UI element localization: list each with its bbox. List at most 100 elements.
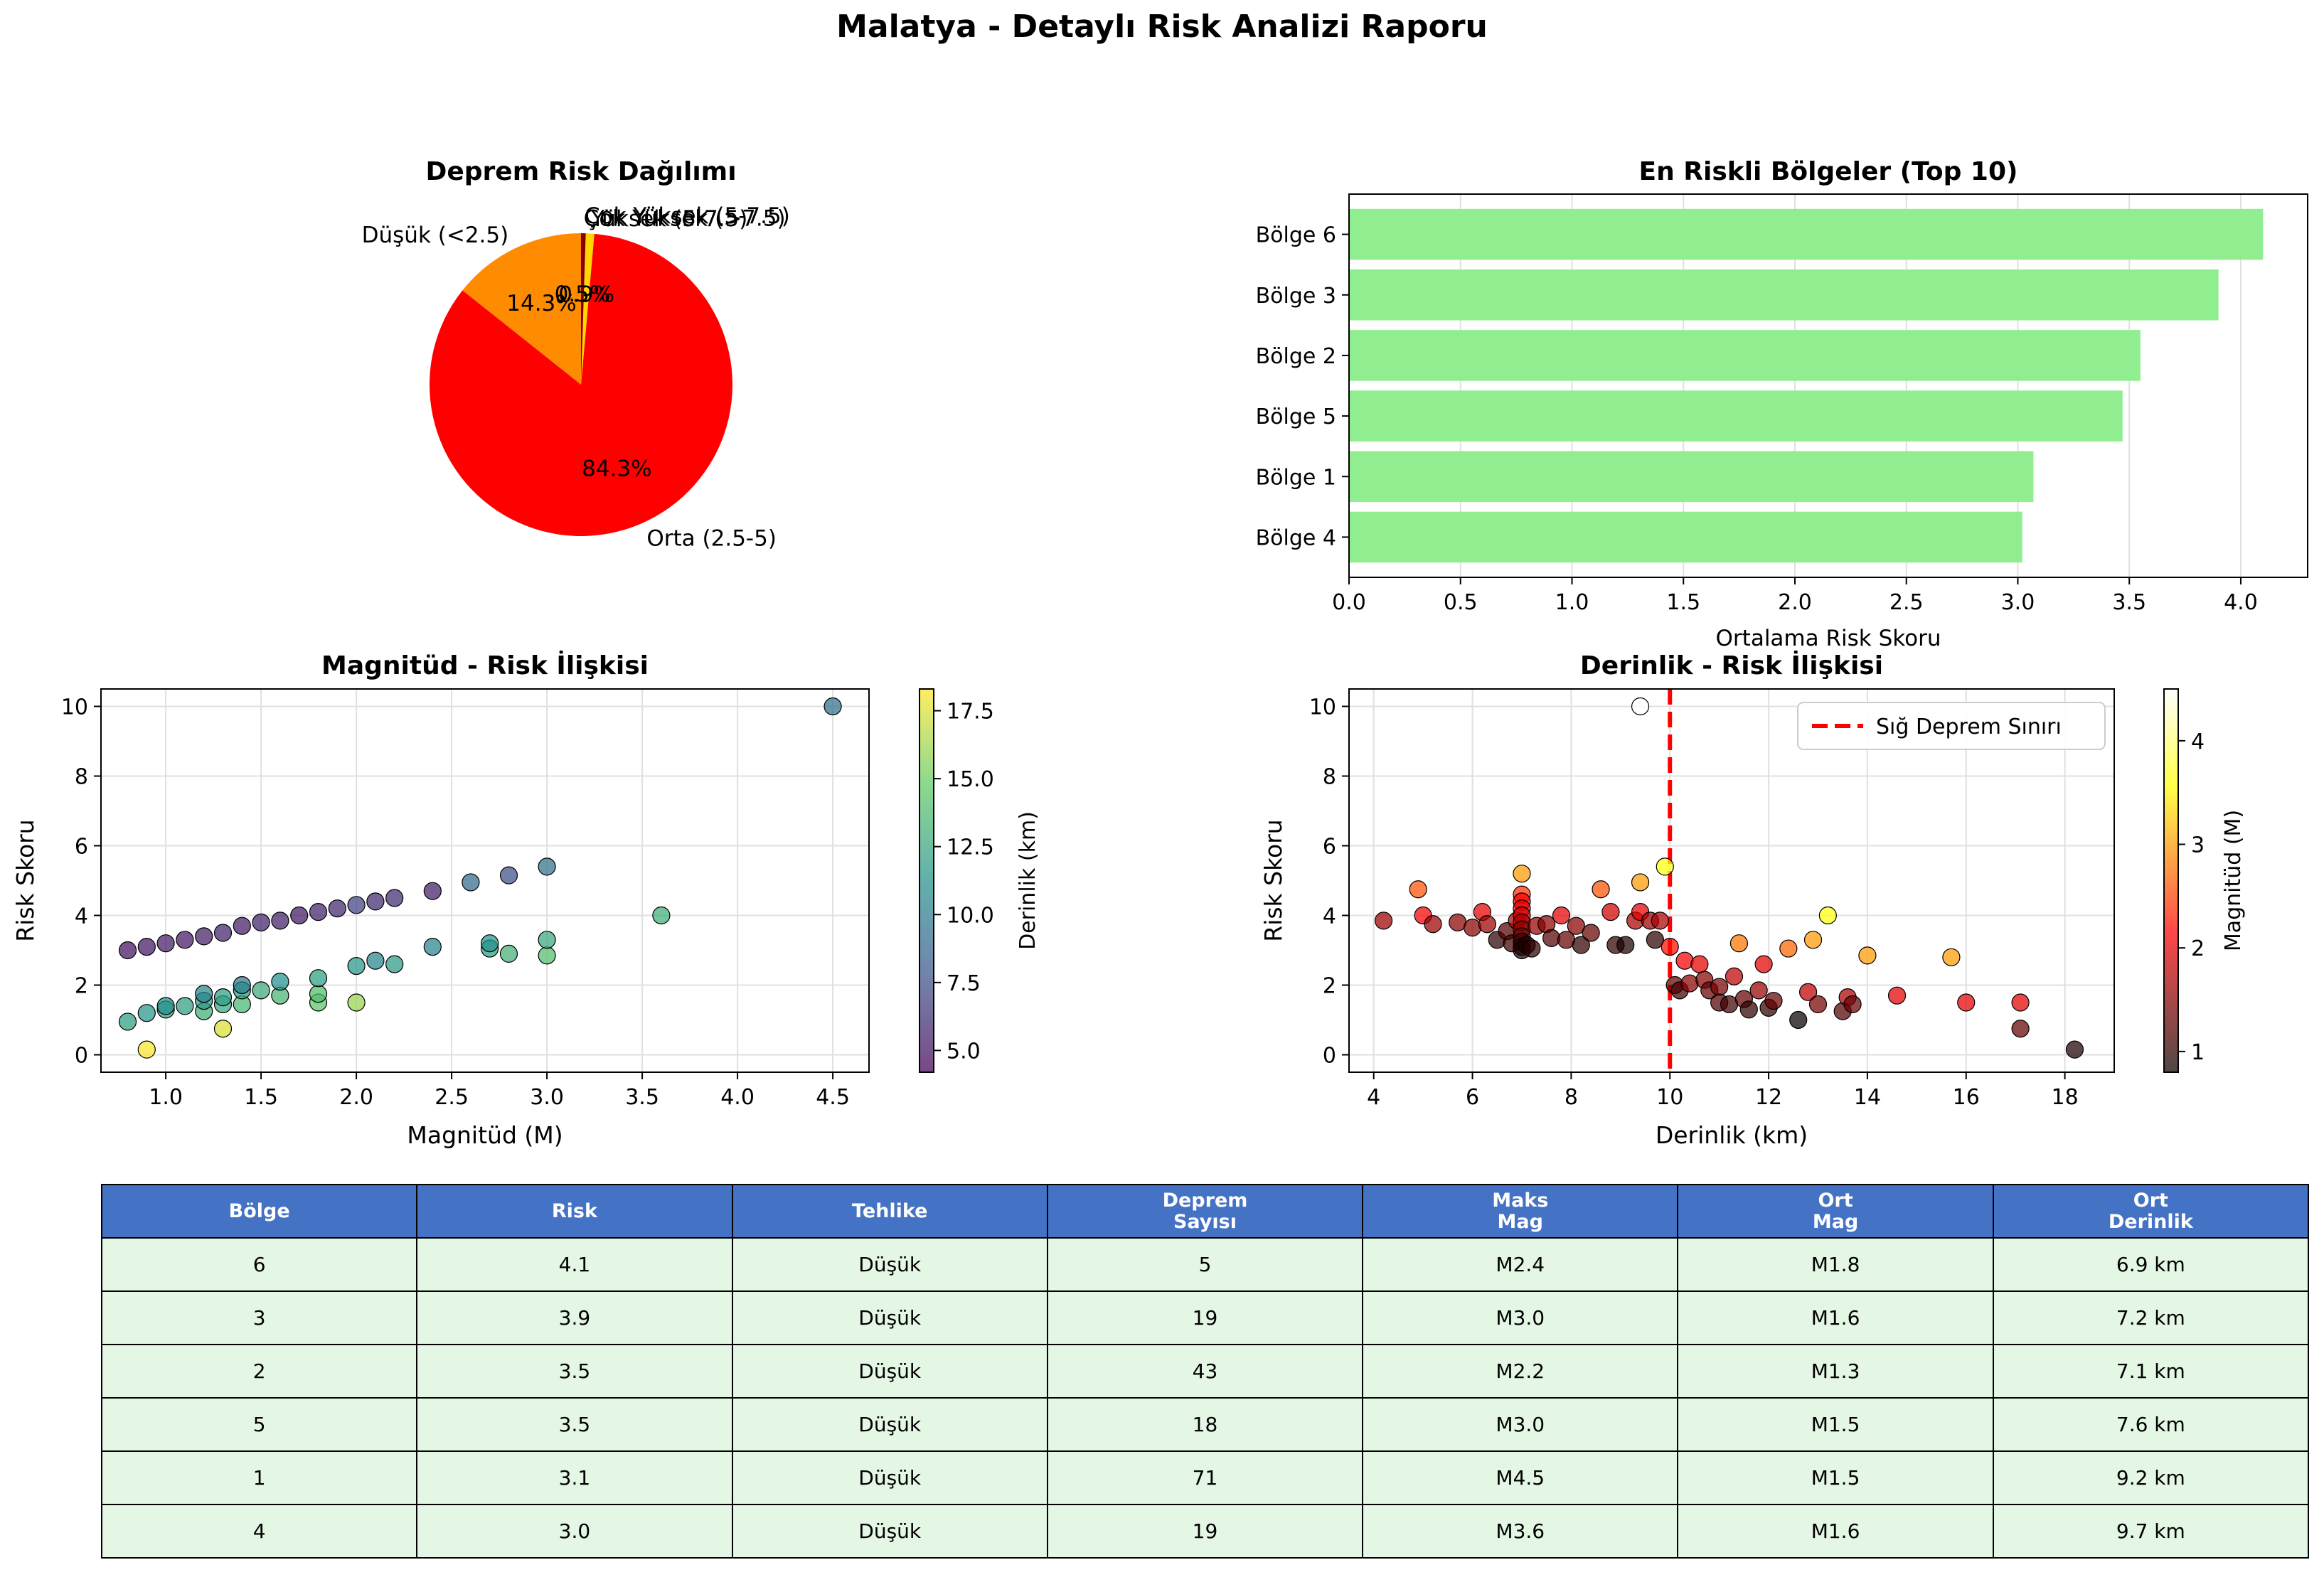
scatter-xtick-label: 3.5 bbox=[625, 1085, 659, 1110]
table-cell: M1.6 bbox=[1677, 1504, 1994, 1559]
legend-box bbox=[1797, 702, 2106, 750]
table-cell: M2.2 bbox=[1362, 1344, 1679, 1399]
scatter-ytick-label: 4 bbox=[75, 904, 88, 929]
table-cell: Düşük bbox=[731, 1344, 1048, 1399]
scatter-point bbox=[1601, 902, 1620, 921]
table-cell: 4.1 bbox=[416, 1237, 733, 1292]
scatter-point bbox=[118, 941, 137, 960]
scatter-point bbox=[347, 993, 366, 1012]
pie-pct-label: 0.9% bbox=[558, 282, 614, 307]
scatter-point bbox=[1651, 912, 1669, 930]
scatter-xtick-label: 3.0 bbox=[530, 1085, 564, 1110]
table-cell: M1.5 bbox=[1677, 1450, 1994, 1505]
pie-pct-label: 84.3% bbox=[582, 456, 651, 481]
scatter-point bbox=[271, 972, 289, 991]
scatter-point bbox=[366, 951, 385, 970]
scatter-point bbox=[1725, 967, 1744, 985]
table-row: 4 3.0 Düşük 19 M3.6 M1.6 9.7 km bbox=[100, 1504, 2310, 1559]
scatter-point bbox=[1656, 857, 1674, 876]
scatter-point bbox=[271, 912, 289, 930]
scatter-point bbox=[1572, 936, 1590, 954]
table-cell: M1.3 bbox=[1677, 1344, 1994, 1399]
scatter-point bbox=[176, 997, 194, 1015]
scatter-point bbox=[1818, 906, 1837, 925]
scatter-point bbox=[309, 969, 328, 988]
bar-xtick-label: 3.0 bbox=[2001, 590, 2035, 615]
table-cell: 5 bbox=[100, 1397, 418, 1452]
pie-label: Çok Yüksek (5-7.5) bbox=[585, 203, 790, 229]
scatter-point bbox=[1542, 929, 1561, 947]
bar-xtick-label: 3.5 bbox=[2112, 590, 2146, 615]
scatter-point bbox=[1582, 924, 1600, 942]
table-cell: Düşük bbox=[731, 1504, 1048, 1559]
pie-label: Yüksek (5-7.5) bbox=[590, 206, 747, 232]
colorbar-tick-label: 10.0 bbox=[947, 903, 994, 928]
scatter-point bbox=[137, 937, 156, 956]
scatter-ytick-label: 8 bbox=[75, 765, 88, 790]
scatter-point bbox=[538, 931, 556, 949]
table-cell: M3.0 bbox=[1362, 1397, 1679, 1452]
table-cell: 19 bbox=[1046, 1504, 1364, 1559]
table-row: 2 3.5 Düşük 43 M2.2 M1.3 7.1 km bbox=[100, 1344, 2310, 1399]
scatter-point bbox=[423, 937, 442, 956]
table-cell: 7.2 km bbox=[1992, 1290, 2310, 1345]
bar-category-label: Bölge 3 bbox=[1256, 284, 1336, 309]
scatter-point bbox=[156, 997, 175, 1015]
scatter-point bbox=[1523, 939, 1541, 958]
table-header-cell: Ort Derinlik bbox=[1992, 1184, 2310, 1239]
table-cell: 3.9 bbox=[416, 1290, 733, 1345]
table-header-cell: Risk bbox=[416, 1184, 733, 1239]
scatter-ytick-label: 4 bbox=[1323, 904, 1336, 929]
colorbar-tick-label: 5.0 bbox=[947, 1039, 981, 1064]
table-cell: 9.7 km bbox=[1992, 1504, 2310, 1559]
scatter-point bbox=[1690, 955, 1709, 973]
scatter-point bbox=[1424, 915, 1442, 934]
table-cell: Düşük bbox=[731, 1450, 1048, 1505]
scatter-point bbox=[1739, 1000, 1758, 1019]
colorbar-tick-label: 4 bbox=[2191, 729, 2205, 754]
scatter-point bbox=[213, 1020, 233, 1038]
scatter-point bbox=[1957, 993, 1976, 1012]
scatter-xtick-label: 2.0 bbox=[339, 1085, 373, 1110]
table-header-cell: Tehlike bbox=[731, 1184, 1048, 1239]
table-header-row: Bölge Risk Tehlike Deprem Sayısı Maks Mag Ort… bbox=[100, 1184, 2310, 1239]
table-cell: 5 bbox=[1046, 1237, 1364, 1292]
scatter-point bbox=[309, 902, 328, 921]
bar-xtick-label: 1.0 bbox=[1555, 590, 1589, 615]
scatter-point bbox=[195, 985, 213, 1003]
scatter-ytick-label: 6 bbox=[75, 835, 88, 860]
bar-xtick-label: 0.0 bbox=[1332, 590, 1366, 615]
scatter-point bbox=[538, 946, 556, 965]
bar-xtick-label: 0.5 bbox=[1444, 590, 1478, 615]
scatter-point bbox=[1463, 919, 1482, 937]
scatter-point bbox=[1764, 991, 1783, 1010]
table-cell: 18 bbox=[1046, 1397, 1364, 1452]
colorbar bbox=[2163, 688, 2179, 1073]
scatter-point bbox=[233, 976, 251, 995]
pie-slice bbox=[430, 233, 732, 537]
pie-slice bbox=[581, 233, 595, 385]
colorbar-tick-label: 7.5 bbox=[947, 971, 981, 996]
scatter-point bbox=[1631, 873, 1650, 892]
scatter-xtick-label: 10 bbox=[1656, 1085, 1683, 1110]
table-header-cell: Maks Mag bbox=[1362, 1184, 1679, 1239]
bar-frame bbox=[1348, 193, 2308, 578]
scatter-point bbox=[309, 985, 328, 1003]
table-cell: 43 bbox=[1046, 1344, 1364, 1399]
scatter-point bbox=[1779, 939, 1798, 958]
scatter-point bbox=[328, 899, 346, 918]
colorbar-label: Magnitüd (M) bbox=[2221, 810, 2246, 951]
table-cell: 7.1 km bbox=[1992, 1344, 2310, 1399]
region-risk-table: Bölge Risk Tehlike Deprem Sayısı Maks Mag Ort… bbox=[100, 1184, 2310, 1559]
pie-label: Orta (2.5-5) bbox=[646, 525, 777, 551]
colorbar-tick-label: 17.5 bbox=[947, 700, 994, 725]
colorbar-tick-label: 2 bbox=[2191, 936, 2205, 961]
scatter-ytick-label: 0 bbox=[1323, 1044, 1336, 1069]
table-cell: 6.9 km bbox=[1992, 1237, 2310, 1292]
pie-label: Düşük (<2.5) bbox=[362, 223, 509, 248]
scatter-ylabel: Risk Skoru bbox=[1259, 819, 1287, 941]
table-cell: 3.1 bbox=[416, 1450, 733, 1505]
scatter-point bbox=[347, 896, 366, 914]
scatter-ytick-label: 8 bbox=[1323, 765, 1336, 790]
bar-category-label: Bölge 5 bbox=[1256, 405, 1336, 429]
